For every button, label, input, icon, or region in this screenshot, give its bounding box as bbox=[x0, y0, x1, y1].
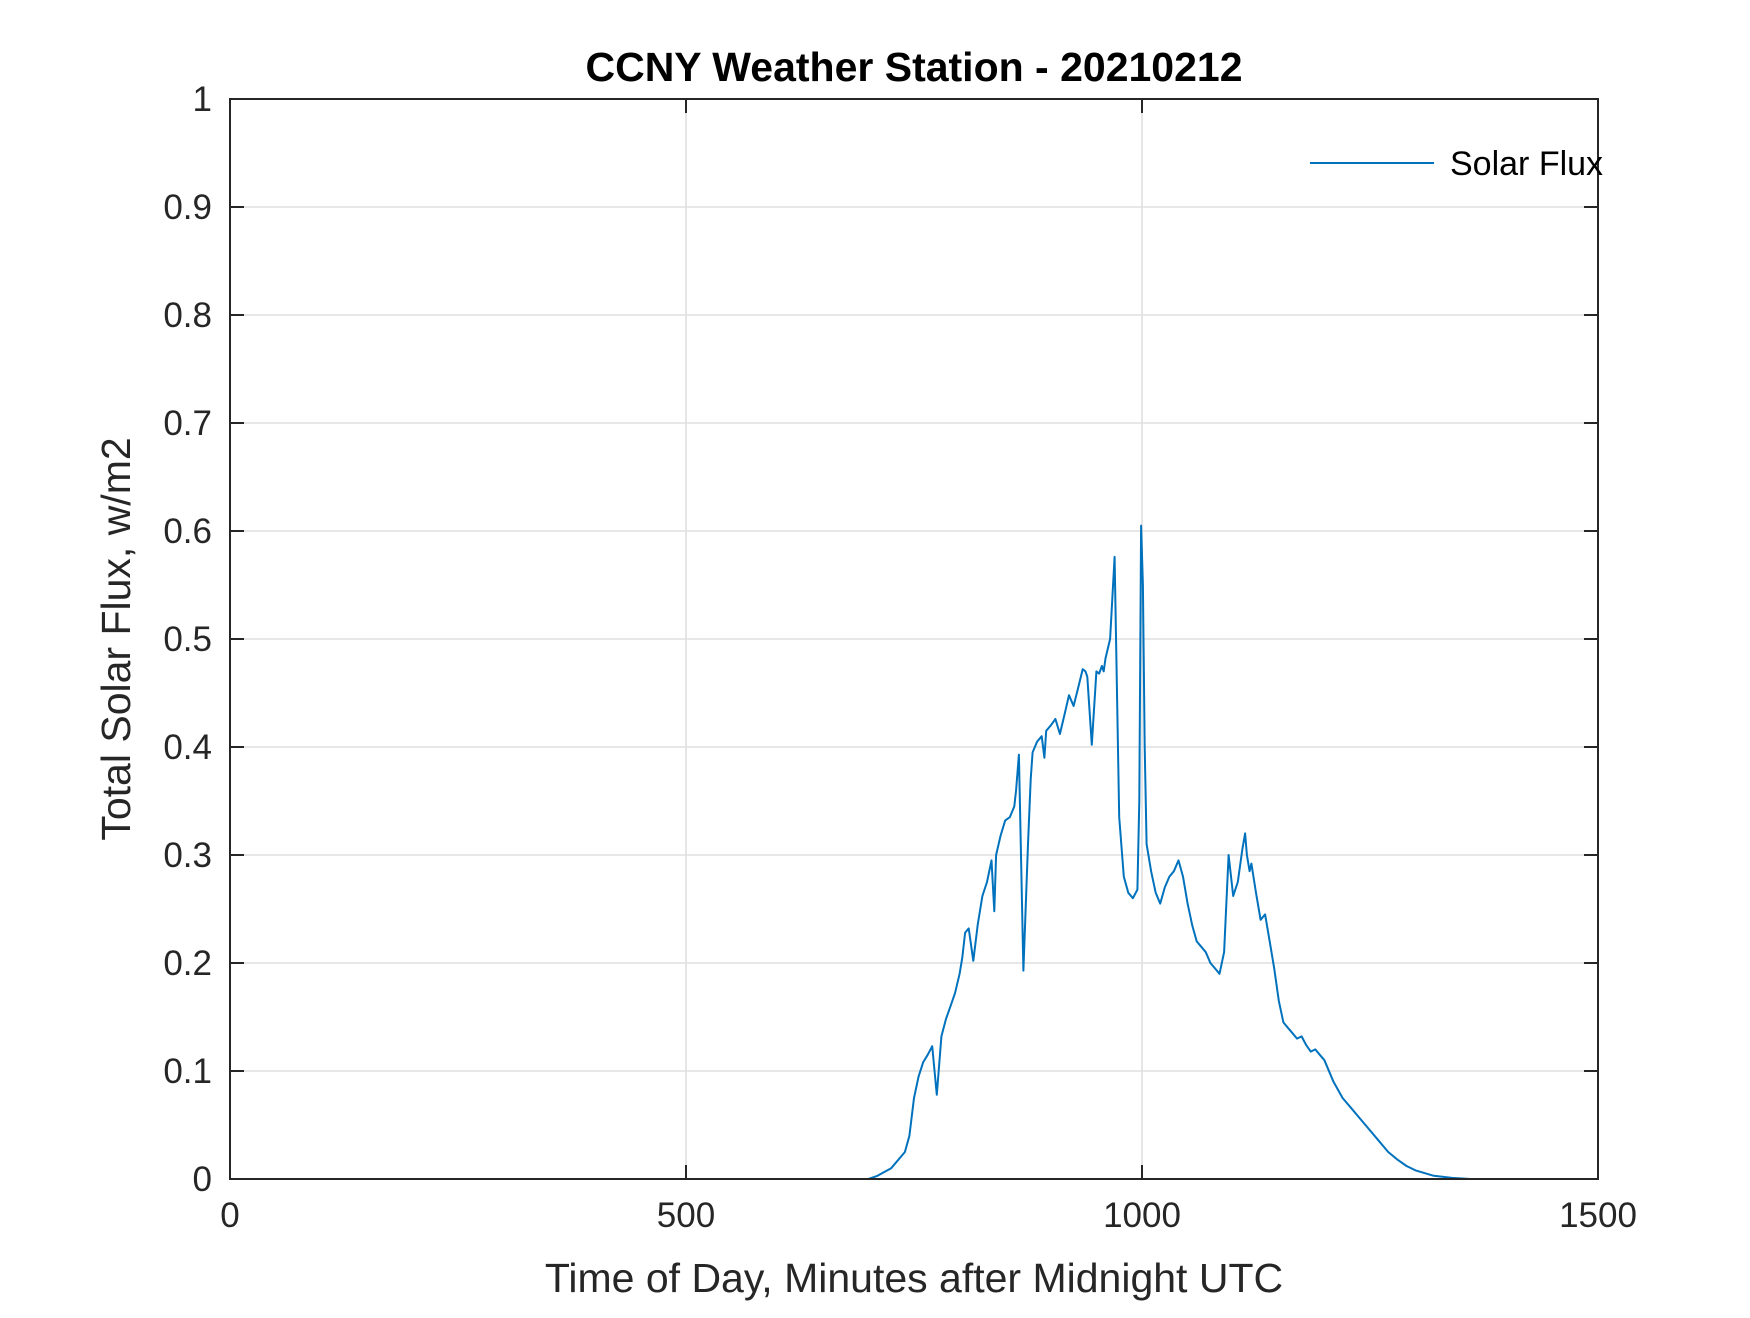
legend: Solar Flux bbox=[1298, 129, 1603, 189]
y-tick-label: 0.3 bbox=[163, 836, 212, 875]
y-axis-label: Total Solar Flux, w/m2 bbox=[93, 437, 139, 840]
y-tick-label: 0 bbox=[193, 1160, 212, 1199]
axis-ticks bbox=[229, 98, 1599, 1180]
y-tick-label: 0.6 bbox=[163, 512, 212, 551]
series-layer bbox=[229, 524, 1545, 1180]
y-tick-label: 0.2 bbox=[163, 944, 212, 983]
y-tick-label: 0.5 bbox=[163, 620, 212, 659]
y-tick-label: 0.9 bbox=[163, 188, 212, 227]
chart-title: CCNY Weather Station - 20210212 bbox=[585, 44, 1242, 90]
y-tick-label: 0.4 bbox=[163, 728, 212, 767]
y-tick-label: 1 bbox=[193, 80, 212, 119]
y-tick-label: 0.1 bbox=[163, 1052, 212, 1091]
y-tick-label: 0.8 bbox=[163, 296, 212, 335]
legend-box bbox=[1298, 129, 1578, 189]
x-tick-label: 1000 bbox=[1103, 1196, 1181, 1235]
y-tick-label: 0.7 bbox=[163, 404, 212, 443]
legend-label-solar-flux: Solar Flux bbox=[1450, 145, 1603, 183]
x-tick-label: 500 bbox=[657, 1196, 715, 1235]
x-tick-labels: 0 500 1000 1500 bbox=[220, 1196, 1637, 1235]
x-tick-label: 1500 bbox=[1559, 1196, 1637, 1235]
y-tick-labels: 0 0.1 0.2 0.3 0.4 0.5 0.6 0.7 0.8 0.9 1 bbox=[163, 80, 212, 1199]
x-tick-label: 0 bbox=[220, 1196, 239, 1235]
grid-lines bbox=[230, 99, 1598, 1179]
x-axis-label: Time of Day, Minutes after Midnight UTC bbox=[545, 1255, 1283, 1301]
series-line-solar-flux bbox=[229, 524, 1545, 1180]
